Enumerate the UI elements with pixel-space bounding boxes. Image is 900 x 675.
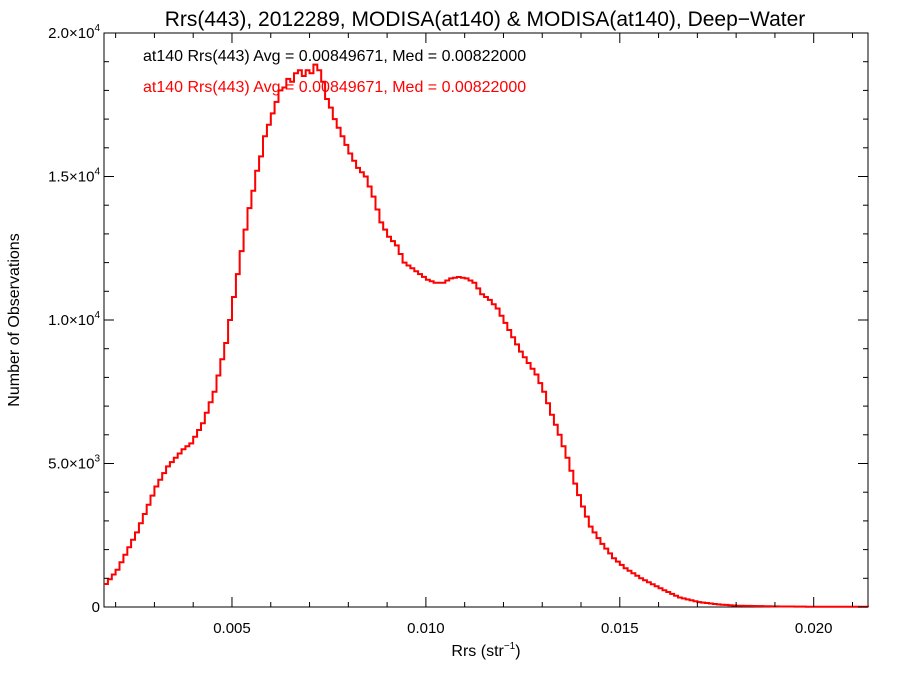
plot-area: 0.005 0.010 0.015 0.020 0 5.0×103 1.0×104 1.5×… bbox=[48, 23, 869, 637]
series-layer bbox=[104, 63, 869, 608]
y-axis-label: Number of Observations bbox=[6, 233, 23, 406]
y-tick-label: 1.0×104 bbox=[48, 310, 100, 329]
series-line-1 bbox=[104, 63, 869, 608]
x-axis-label: Rrs (str−1) bbox=[451, 641, 520, 660]
y-tick-label: 1.5×104 bbox=[48, 167, 100, 186]
series-line-2 bbox=[104, 63, 869, 608]
y-tick-label: 0 bbox=[92, 599, 100, 616]
x-tick-label: 0.005 bbox=[213, 620, 251, 637]
chart-title: Rrs(443), 2012289, MODISA(at140) & MODIS… bbox=[165, 8, 806, 31]
x-tick-label: 0.010 bbox=[407, 620, 445, 637]
plot-frame bbox=[103, 32, 869, 608]
x-axis: 0.005 0.010 0.015 0.020 bbox=[115, 33, 853, 637]
x-tick-label: 0.015 bbox=[601, 620, 639, 637]
y-tick-label: 2.0×104 bbox=[48, 23, 100, 42]
x-tick-label: 0.020 bbox=[795, 620, 833, 637]
annotation-line-1: at140 Rrs(443) Avg = 0.00849671, Med = 0… bbox=[143, 48, 526, 65]
y-axis: 0 5.0×103 1.0×104 1.5×104 2.0×104 bbox=[48, 23, 868, 616]
annotation-line-2: at140 Rrs(443) Avg = 0.00849671, Med = 0… bbox=[143, 79, 526, 96]
y-tick-label: 5.0×103 bbox=[48, 454, 100, 473]
